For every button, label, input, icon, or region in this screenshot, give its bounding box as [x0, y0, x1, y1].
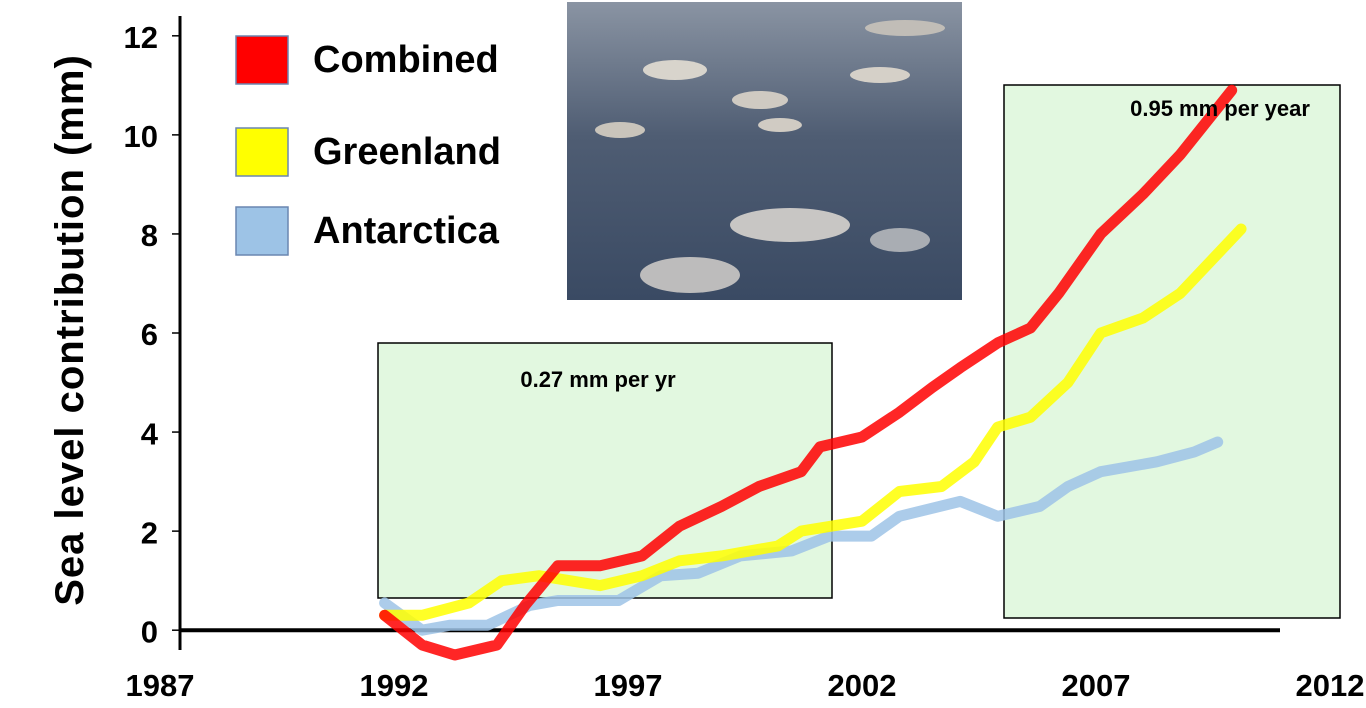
- x-tick-label: 1992: [360, 668, 429, 703]
- photo: [567, 2, 962, 300]
- y-tick-label: 12: [124, 20, 158, 55]
- annotation: 0.27 mm per yr: [520, 367, 676, 392]
- y-tick-label: 8: [141, 218, 158, 253]
- legend-swatch: [235, 35, 289, 85]
- x-tick-label: 2007: [1062, 668, 1131, 703]
- annotation-box: [1003, 84, 1341, 619]
- legend-label: Combined: [313, 39, 499, 81]
- y-axis-label: Sea level contribution (mm): [48, 54, 92, 606]
- y-tick-label: 6: [141, 317, 158, 352]
- y-tick-label: 10: [124, 119, 158, 154]
- y-tick-label: 0: [141, 614, 158, 649]
- x-tick-label: 1987: [126, 668, 195, 703]
- annotation: 0.95 mm per year: [1130, 96, 1310, 121]
- legend-label: Greenland: [313, 131, 501, 173]
- series-line: [379, 223, 1247, 621]
- series-line: [379, 84, 1238, 661]
- x-tick-label: 2002: [828, 668, 897, 703]
- y-tick-label: 4: [141, 416, 159, 451]
- legend: Combined Greenland Antarctica: [235, 35, 501, 256]
- x-tick-label: 1997: [594, 668, 663, 703]
- legend-label: Antarctica: [313, 210, 500, 252]
- legend-swatch: [235, 206, 289, 256]
- series-line: [379, 436, 1224, 636]
- y-tick-label: 2: [141, 515, 158, 550]
- legend-swatch: [235, 127, 289, 177]
- x-tick-label: 2012: [1296, 668, 1365, 703]
